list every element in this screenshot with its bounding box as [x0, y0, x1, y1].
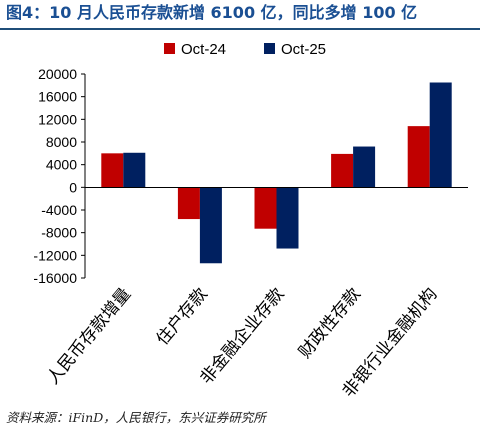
bars: [101, 82, 452, 264]
figure-title: 图4：10 月人民币存款新增 6100 亿，同比多增 100 亿: [6, 3, 418, 22]
legend-label-oct25: Oct-25: [281, 41, 326, 58]
x-category-label: 人民币存款增量: [43, 284, 135, 388]
y-tick-label: 0: [69, 179, 77, 195]
legend-label-oct24: Oct-24: [181, 41, 226, 58]
bar-oct24-2: [254, 187, 277, 229]
bar-oct25-0: [123, 152, 146, 188]
y-tick-label: -12000: [33, 247, 77, 263]
bar-oct24-1: [177, 187, 200, 220]
bar-oct25-2: [276, 187, 299, 249]
y-tick-label: 8000: [46, 134, 77, 150]
y-axis: 20000 16000 12000 8000 4000 0 -4000 -8000 -12000…: [33, 66, 86, 286]
bar-oct25-3: [353, 146, 376, 188]
x-category-label: 住户存款: [153, 284, 212, 349]
y-tick-label: 20000: [38, 66, 77, 82]
bar-oct24-4: [407, 126, 430, 188]
y-tick-label: -8000: [41, 225, 77, 241]
y-tick-label: -16000: [33, 270, 77, 286]
bar-oct24-3: [331, 153, 354, 188]
y-tick-label: 16000: [38, 89, 77, 105]
bar-oct25-4: [429, 82, 452, 188]
legend-swatch-oct24: [164, 43, 175, 54]
bar-oct24-0: [101, 153, 124, 188]
title-divider: [0, 28, 480, 30]
legend-swatch-oct25: [264, 43, 275, 54]
x-category-label: 财政性存款: [295, 284, 365, 362]
bar-oct25-1: [199, 187, 222, 264]
x-category-label: 非金融企业存款: [197, 284, 289, 388]
source-note: 资料来源：iFinD，人民银行，东兴证券研究所: [6, 410, 266, 425]
y-tick-label: -4000: [41, 202, 77, 218]
y-tick-label: 4000: [46, 157, 77, 173]
legend: Oct-24 Oct-25: [164, 41, 326, 58]
y-tick-label: 12000: [38, 111, 77, 127]
